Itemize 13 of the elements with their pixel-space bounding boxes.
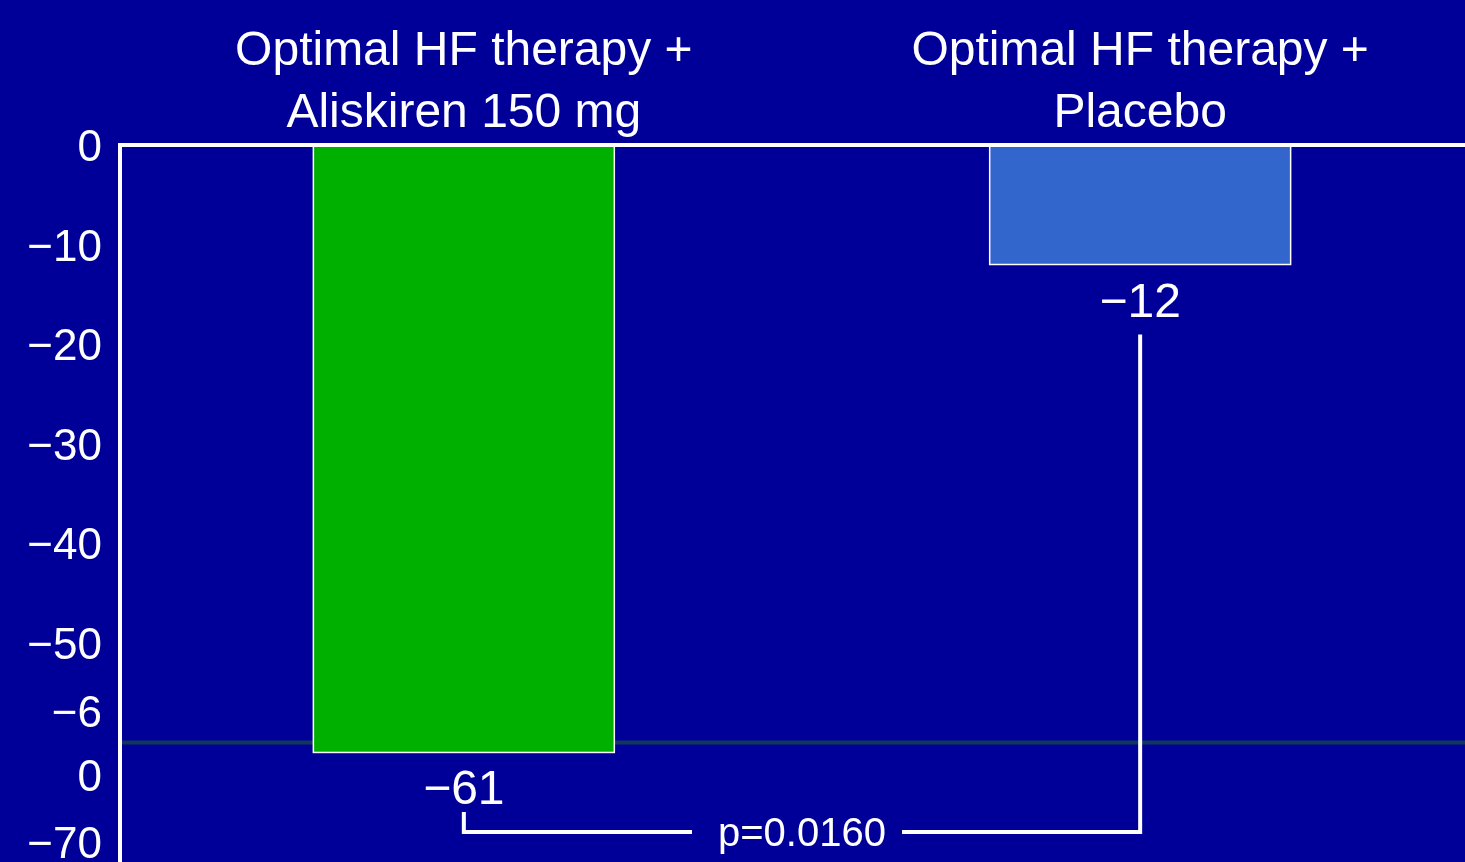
y-tick-label: −50 [27, 618, 102, 668]
y-tick-label: −40 [27, 519, 102, 569]
y-tick-label: −6 0 [51, 686, 102, 800]
data-label: −61 [423, 761, 505, 815]
data-label: −12 [1099, 273, 1181, 327]
y-tick-label: 0 [77, 121, 102, 170]
y-tick-label: −30 [27, 419, 102, 469]
y-tick-label: −20 [27, 320, 102, 370]
y-tick-label: −10 [27, 220, 102, 270]
y-tick-label: −70 [27, 818, 102, 862]
x-tick-label: Optimal HF therapy + Aliskiren 150 mg [235, 22, 693, 137]
annotation: p=0.0160 [718, 810, 886, 854]
x-tick-label: Optimal HF therapy + Placebo [911, 22, 1369, 137]
